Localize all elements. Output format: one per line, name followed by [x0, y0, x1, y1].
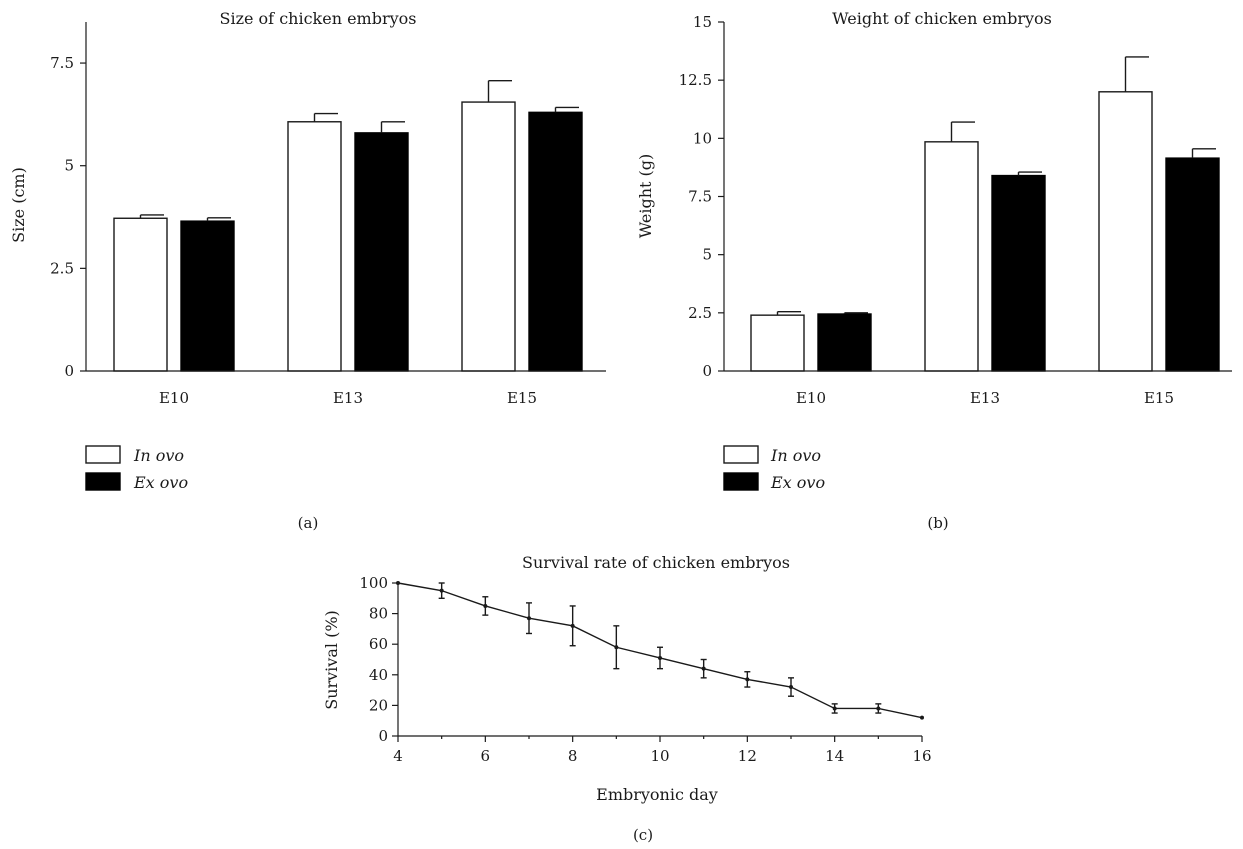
y-tick-label: 5: [702, 246, 712, 264]
data-point: [483, 603, 488, 608]
y-tick-label: 0: [64, 362, 74, 380]
y-tick-label: 20: [369, 696, 388, 714]
y-tick-label: 10: [693, 129, 712, 147]
y-axis-label: Weight (g): [636, 154, 655, 239]
legend-label-in-ovo: In ovo: [133, 446, 184, 465]
legend-swatch-in-ovo: [723, 445, 759, 464]
bar-ex-ovo-e15: [1165, 157, 1220, 372]
x-tick-label: 14: [825, 747, 844, 765]
x-tick-label: E13: [970, 389, 1000, 407]
x-tick-label: E15: [507, 389, 537, 407]
y-tick-label: 40: [369, 666, 388, 684]
data-point: [527, 616, 531, 621]
x-tick-label: E10: [159, 389, 189, 407]
data-point: [920, 715, 924, 720]
y-tick-label: 2.5: [688, 304, 712, 322]
survival-chart: Survival rate of chicken embryos Surviva…: [322, 553, 932, 844]
legend-label-ex-ovo: Ex ovo: [770, 473, 825, 492]
x-tick-label: 6: [481, 747, 491, 765]
bar-in-ovo-e10: [113, 217, 168, 372]
y-tick-label: 15: [693, 13, 712, 31]
x-tick-label: E15: [1144, 389, 1174, 407]
bar-in-ovo-e15: [1098, 91, 1153, 372]
x-tick-label: 10: [650, 747, 669, 765]
x-tick-label: 12: [738, 747, 757, 765]
y-tick-label: 0: [702, 362, 712, 380]
bar-in-ovo-e15: [461, 101, 516, 372]
bar-ex-ovo-e13: [991, 174, 1046, 372]
data-point: [570, 623, 575, 628]
y-axis-label: Size (cm): [9, 167, 28, 243]
legend-swatch-in-ovo: [85, 445, 121, 464]
bar-in-ovo-e10: [750, 314, 805, 372]
bar-ex-ovo-e15: [528, 111, 583, 372]
bar-ex-ovo-e13: [354, 132, 409, 372]
y-tick-label: 100: [359, 574, 388, 592]
y-tick-label: 0: [378, 727, 388, 745]
data-point: [876, 706, 881, 711]
data-point: [789, 685, 793, 690]
legend-swatch-ex-ovo: [85, 472, 121, 491]
legend-swatch-ex-ovo: [723, 472, 759, 491]
chart-title: Size of chicken embryos: [219, 9, 416, 28]
x-tick-label: E10: [796, 389, 826, 407]
bar-ex-ovo-e10: [180, 220, 235, 372]
panel-label: (c): [633, 826, 653, 844]
weight-chart: Weight of chicken embryos Weight (g) E10…: [636, 9, 1232, 532]
chart-title: Weight of chicken embryos: [832, 9, 1052, 28]
bar-in-ovo-e13: [287, 121, 342, 372]
legend-label-in-ovo: In ovo: [770, 446, 821, 465]
y-tick-label: 7.5: [50, 54, 74, 72]
y-tick-label: 2.5: [50, 259, 74, 277]
legend-label-ex-ovo: Ex ovo: [133, 473, 188, 492]
x-tick-label: 4: [393, 747, 403, 765]
data-point: [832, 706, 837, 711]
x-tick-label: E13: [333, 389, 363, 407]
data-point: [658, 655, 662, 660]
panel-label: (b): [927, 514, 948, 532]
y-tick-label: 80: [369, 605, 388, 623]
data-point: [745, 677, 750, 682]
data-point: [439, 588, 444, 593]
legend: In ovo Ex ovo: [723, 445, 825, 492]
data-point: [701, 666, 706, 671]
x-tick-label: 8: [568, 747, 578, 765]
chart-title: Survival rate of chicken embryos: [522, 553, 790, 572]
y-tick-label: 60: [369, 635, 388, 653]
data-point: [614, 645, 619, 650]
y-tick-label: 7.5: [688, 188, 712, 206]
legend: In ovo Ex ovo: [85, 445, 188, 492]
y-tick-label: 12.5: [679, 71, 712, 89]
bar-in-ovo-e13: [924, 141, 979, 372]
panel-label: (a): [298, 514, 319, 532]
x-axis-label: Embryonic day: [596, 785, 718, 804]
y-axis-label: Survival (%): [322, 610, 341, 710]
x-tick-label: 16: [912, 747, 931, 765]
size-chart: Size of chicken embryos Size (cm) E10 E13…: [9, 9, 606, 532]
y-tick-label: 5: [64, 157, 74, 175]
bar-ex-ovo-e10: [817, 313, 872, 372]
